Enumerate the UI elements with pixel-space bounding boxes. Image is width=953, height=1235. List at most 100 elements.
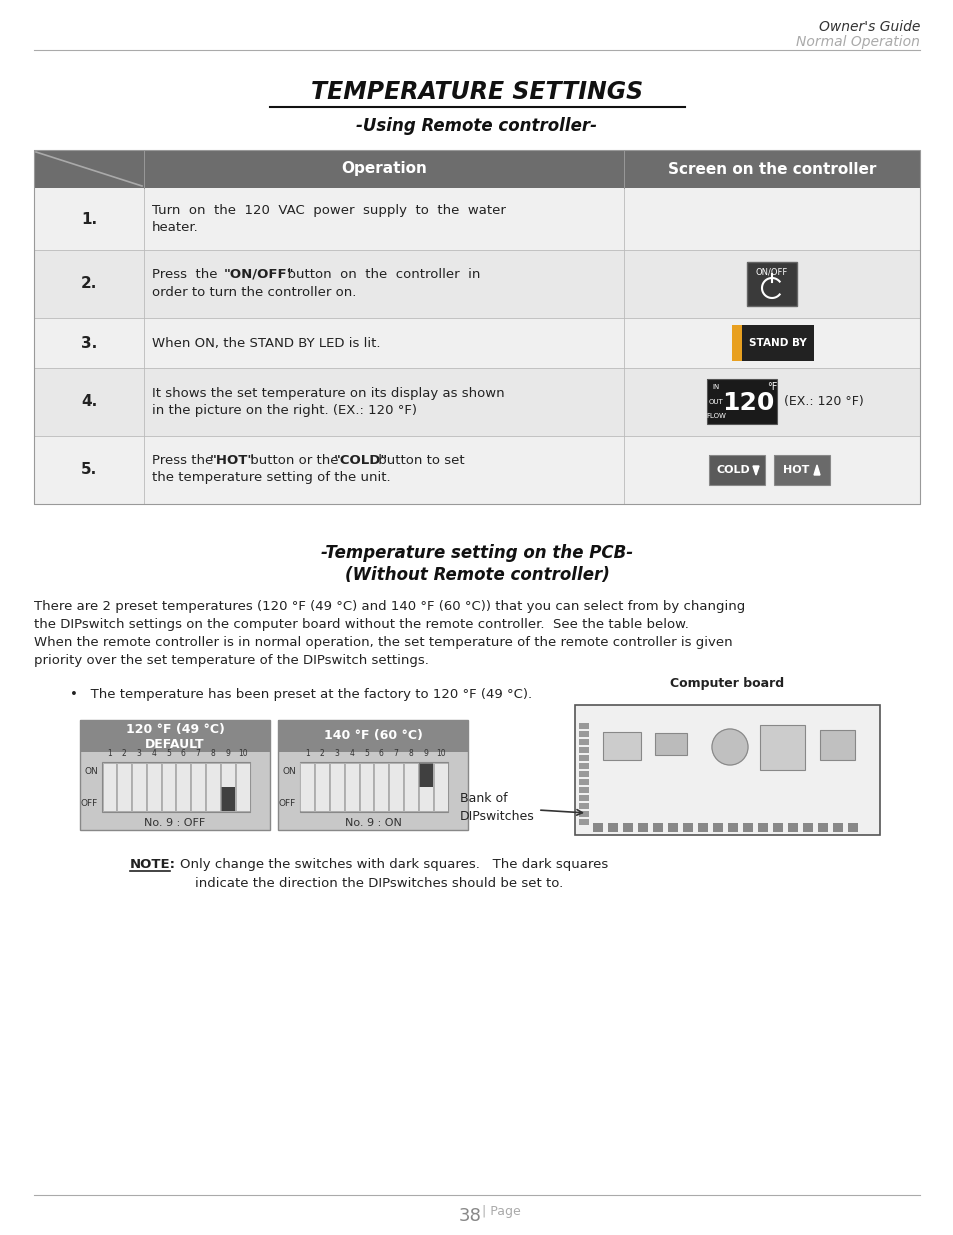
- Text: No. 9 : OFF: No. 9 : OFF: [144, 818, 206, 827]
- Text: TEMPERATURE SETTINGS: TEMPERATURE SETTINGS: [311, 80, 642, 104]
- Text: "ON/OFF": "ON/OFF": [224, 268, 294, 280]
- Text: OFF: OFF: [278, 799, 295, 808]
- Text: 7: 7: [195, 748, 200, 758]
- Text: Press  the: Press the: [152, 268, 226, 280]
- Bar: [34, 188, 919, 249]
- Bar: [578, 811, 588, 818]
- Bar: [102, 762, 250, 811]
- Text: No. 9 : ON: No. 9 : ON: [344, 818, 401, 827]
- Bar: [300, 787, 314, 811]
- Bar: [607, 823, 618, 832]
- Text: indicate the direction the DIPswitches should be set to.: indicate the direction the DIPswitches s…: [194, 877, 562, 890]
- Text: "COLD": "COLD": [334, 453, 388, 467]
- Text: OUT: OUT: [708, 399, 722, 405]
- Text: 6: 6: [181, 748, 186, 758]
- Circle shape: [711, 729, 747, 764]
- Bar: [277, 720, 468, 830]
- Bar: [117, 787, 131, 811]
- Bar: [578, 803, 588, 809]
- Bar: [345, 787, 358, 811]
- Bar: [578, 763, 588, 769]
- Bar: [389, 763, 403, 811]
- Bar: [299, 762, 448, 811]
- Text: 4.: 4.: [81, 394, 97, 410]
- Bar: [434, 763, 447, 787]
- Bar: [622, 823, 633, 832]
- Bar: [682, 823, 692, 832]
- Bar: [80, 720, 270, 830]
- Text: 5: 5: [364, 748, 369, 758]
- Bar: [375, 787, 388, 811]
- Text: Bank of
DIPswitches: Bank of DIPswitches: [459, 793, 535, 824]
- Bar: [746, 262, 796, 306]
- Bar: [102, 763, 116, 787]
- Bar: [434, 787, 447, 811]
- Text: 120: 120: [721, 391, 774, 415]
- Bar: [602, 732, 640, 760]
- Bar: [652, 823, 662, 832]
- Text: 4: 4: [349, 748, 354, 758]
- Bar: [315, 763, 329, 787]
- Bar: [418, 787, 433, 811]
- Text: order to turn the controller on.: order to turn the controller on.: [152, 285, 356, 299]
- Text: Turn  on  the  120  VAC  power  supply  to  the  water
heater.: Turn on the 120 VAC power supply to the …: [152, 204, 505, 233]
- Bar: [706, 379, 776, 424]
- Bar: [206, 763, 220, 787]
- Bar: [221, 763, 234, 787]
- Bar: [575, 705, 879, 835]
- Bar: [667, 823, 678, 832]
- Text: 3: 3: [335, 748, 339, 758]
- Bar: [117, 763, 131, 811]
- Text: 10: 10: [436, 748, 445, 758]
- Bar: [760, 725, 804, 769]
- Text: It shows the set temperature on its display as shown
in the picture on the right: It shows the set temperature on its disp…: [152, 387, 504, 417]
- Text: STAND BY: STAND BY: [748, 338, 806, 348]
- Bar: [404, 763, 417, 787]
- Text: 3: 3: [136, 748, 141, 758]
- Bar: [578, 795, 588, 802]
- Bar: [817, 823, 827, 832]
- Text: 2: 2: [319, 748, 324, 758]
- Bar: [820, 730, 854, 760]
- Text: the temperature setting of the unit.: the temperature setting of the unit.: [152, 472, 390, 484]
- Text: DEFAULT: DEFAULT: [145, 737, 205, 751]
- Bar: [132, 787, 146, 811]
- Text: 4: 4: [152, 748, 156, 758]
- Text: 1: 1: [305, 748, 310, 758]
- Bar: [418, 763, 433, 811]
- Bar: [147, 787, 160, 811]
- Text: 7: 7: [394, 748, 398, 758]
- Bar: [389, 763, 403, 787]
- Text: (Without Remote controller): (Without Remote controller): [344, 566, 609, 584]
- Bar: [206, 787, 220, 811]
- Bar: [315, 787, 329, 811]
- Bar: [132, 763, 146, 811]
- Bar: [192, 787, 205, 811]
- Text: 2.: 2.: [81, 277, 97, 291]
- Text: 8: 8: [211, 748, 215, 758]
- Bar: [832, 823, 842, 832]
- Text: 1.: 1.: [81, 211, 97, 226]
- Text: FLOW: FLOW: [705, 412, 725, 419]
- Bar: [578, 722, 588, 729]
- Polygon shape: [813, 466, 820, 475]
- Bar: [389, 787, 403, 811]
- Bar: [277, 720, 468, 830]
- Bar: [330, 763, 343, 811]
- Text: 38: 38: [458, 1207, 481, 1225]
- Bar: [192, 763, 205, 811]
- Bar: [578, 739, 588, 745]
- Text: (EX.: 120 °F): (EX.: 120 °F): [783, 395, 862, 409]
- Bar: [330, 787, 343, 811]
- Bar: [578, 755, 588, 761]
- Text: COLD: COLD: [716, 466, 749, 475]
- Bar: [773, 454, 829, 485]
- Bar: [277, 720, 468, 752]
- Bar: [235, 763, 250, 811]
- Text: ON: ON: [84, 767, 98, 776]
- Text: There are 2 preset temperatures (120 °F (49 °C) and 140 °F (60 °C)) that you can: There are 2 preset temperatures (120 °F …: [34, 600, 744, 667]
- Bar: [578, 819, 588, 825]
- Bar: [772, 823, 782, 832]
- Bar: [706, 379, 776, 424]
- Text: 5: 5: [166, 748, 171, 758]
